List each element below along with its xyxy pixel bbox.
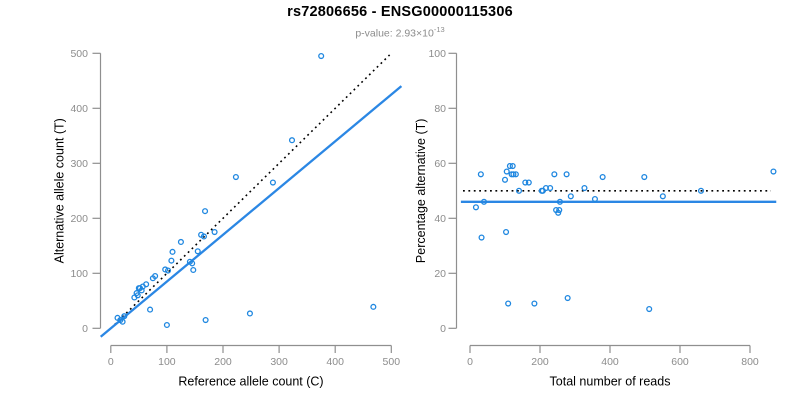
data-point — [512, 171, 519, 178]
x-tick-label: 500 — [383, 356, 401, 368]
y-tick-label: 400 — [70, 103, 88, 115]
data-point — [472, 204, 480, 211]
data-point — [509, 163, 516, 170]
data-point — [599, 174, 606, 181]
identity-line — [110, 54, 391, 329]
data-point — [547, 185, 554, 192]
x-tick-label: 800 — [741, 356, 759, 368]
y-tick-label: 200 — [70, 213, 88, 225]
data-point — [269, 179, 276, 186]
x-tick-label: 600 — [671, 356, 689, 368]
figure-title: rs72806656 - ENSG00000115306 — [287, 4, 513, 20]
data-point — [510, 171, 517, 178]
data-point — [119, 318, 126, 325]
data-point — [555, 209, 562, 216]
data-point — [200, 233, 207, 240]
data-point — [143, 281, 150, 288]
data-point — [201, 208, 209, 215]
pvalue-text: p-value: 2.93×10 — [355, 27, 434, 40]
data-point — [477, 171, 484, 178]
data-point — [515, 187, 523, 194]
data-point — [556, 207, 563, 214]
y-tick-label: 80 — [434, 103, 446, 115]
y-tick-label: 40 — [434, 213, 446, 225]
data-point — [138, 287, 145, 294]
scatter-plot-right: 0 20 40 60 80 100 0 200 400 600 800 Total number of… — [414, 48, 777, 389]
data-point — [531, 300, 538, 307]
data-point — [697, 187, 705, 194]
data-point — [501, 176, 509, 183]
data-point — [370, 303, 377, 310]
data-point — [551, 171, 558, 178]
y-tick-label: 500 — [70, 48, 88, 60]
data-point — [134, 292, 141, 299]
data-point — [232, 174, 239, 181]
data-point — [152, 272, 159, 280]
x-tick-label: 300 — [270, 356, 288, 368]
y-tick-label: 20 — [434, 268, 446, 280]
data-point — [641, 174, 648, 181]
y-tick-label: 300 — [70, 158, 88, 170]
x-tick-label: 100 — [158, 356, 176, 368]
data-point — [556, 198, 563, 205]
data-point — [581, 185, 588, 192]
y-tick-label: 0 — [82, 323, 88, 335]
data-point — [646, 305, 653, 313]
data-point — [659, 193, 666, 200]
data-point — [246, 310, 253, 317]
data-point — [121, 313, 128, 320]
y-tick-label: 0 — [440, 323, 446, 335]
data-point — [318, 52, 325, 60]
data-point — [211, 229, 218, 236]
y-tick-label: 100 — [70, 268, 88, 280]
data-point — [147, 306, 154, 313]
x-axis-title: Total number of reads — [550, 375, 671, 389]
data-point — [770, 168, 777, 175]
x-tick-label: 200 — [531, 356, 549, 368]
data-point — [202, 316, 209, 324]
regression-line — [99, 85, 403, 338]
figure-subtitle: p-value: 2.93×10-13 — [0, 25, 800, 40]
data-point — [189, 260, 196, 267]
data-point — [506, 163, 513, 170]
data-point — [591, 196, 598, 203]
data-point — [564, 294, 571, 302]
data-point — [478, 234, 485, 241]
y-tick-label: 100 — [428, 48, 446, 60]
data-point — [503, 168, 510, 175]
data-point — [169, 248, 176, 255]
x-tick-label: 400 — [601, 356, 619, 368]
data-point — [563, 171, 570, 178]
data-point — [194, 248, 201, 255]
data-point — [164, 267, 172, 274]
data-point — [168, 257, 175, 264]
data-point — [162, 266, 169, 273]
y-axis-title: Alternative allele count (T) — [53, 118, 67, 263]
x-axis-title: Reference allele count (C) — [178, 375, 323, 389]
data-point — [288, 137, 296, 144]
scatter-plot-left: 0 100 200 300 400 500 0 100 200 300 400 500 Referenc… — [53, 48, 403, 389]
x-tick-label: 200 — [214, 356, 232, 368]
y-tick-label: 60 — [434, 158, 446, 170]
data-point — [522, 179, 529, 186]
data-point — [177, 238, 184, 246]
x-tick-label: 0 — [467, 356, 473, 368]
data-point — [525, 179, 532, 186]
pvalue-exponent: -13 — [433, 25, 445, 34]
data-point — [190, 266, 197, 274]
y-axis-title: Percentage alternative (T) — [414, 119, 428, 264]
x-tick-label: 0 — [108, 356, 114, 368]
data-point — [567, 193, 574, 200]
data-point — [505, 300, 512, 307]
data-point — [502, 229, 510, 236]
x-tick-label: 400 — [326, 356, 344, 368]
data-point — [163, 321, 170, 329]
data-point — [480, 198, 488, 205]
